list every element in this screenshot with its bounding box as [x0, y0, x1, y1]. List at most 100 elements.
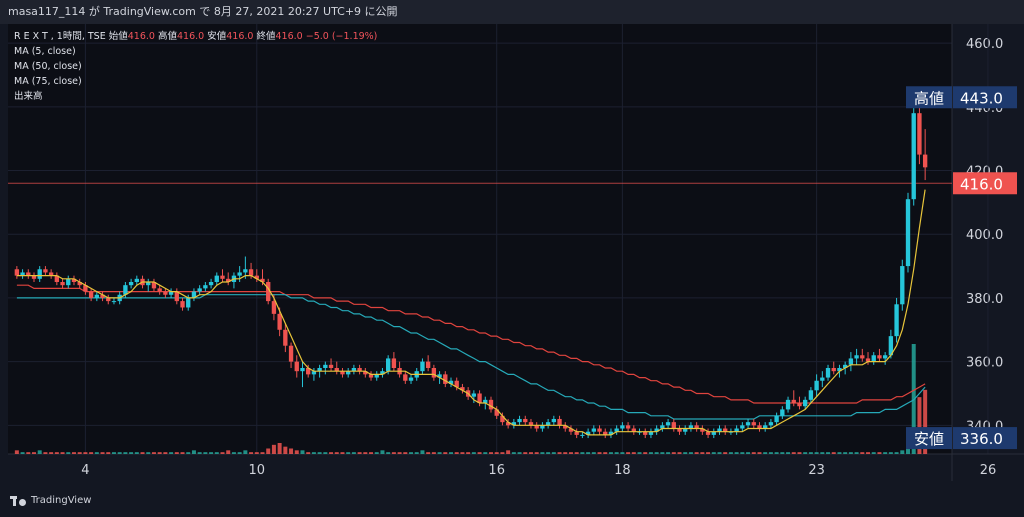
x-tick-label: 10	[249, 463, 266, 478]
volume-bar	[620, 452, 625, 454]
candle-body	[248, 269, 254, 276]
ma5-legend[interactable]: MA (5, close)	[14, 46, 76, 57]
volume-bar	[49, 452, 54, 454]
candle-body	[66, 278, 71, 286]
volume-bar	[740, 452, 745, 454]
price-label-box	[953, 427, 1017, 450]
candle-body	[894, 304, 899, 337]
candle-body	[60, 282, 65, 286]
x-tick-label: 18	[614, 463, 631, 478]
candle-body	[523, 418, 528, 423]
candle-body	[94, 294, 100, 298]
candle-body	[888, 336, 894, 356]
candle-body	[665, 422, 671, 426]
interval-label: , 1時間,	[50, 31, 88, 42]
candle-body	[420, 361, 425, 372]
volume-bar	[243, 450, 248, 454]
volume-bar	[666, 452, 671, 454]
volume-bar	[506, 450, 511, 454]
volume-bar	[231, 452, 236, 454]
candle-body	[403, 374, 408, 381]
candle-body	[191, 291, 197, 298]
candle-body	[123, 285, 128, 295]
volume-bar	[100, 452, 105, 454]
volume-bar	[574, 452, 579, 454]
volume-bar	[517, 452, 522, 454]
candle-body	[791, 399, 796, 404]
volume-bar	[877, 452, 882, 454]
volume-bar	[728, 452, 733, 454]
candle-body	[283, 329, 288, 346]
volume-bar	[391, 452, 396, 454]
volume-bar	[631, 452, 636, 454]
candle-body	[694, 425, 699, 429]
candle-body	[460, 387, 465, 391]
candle-body	[540, 425, 545, 429]
volume-bar	[363, 452, 368, 454]
candle-body	[774, 415, 779, 423]
price-label-tag	[906, 427, 952, 450]
volume-bar	[380, 450, 385, 454]
candle-body	[865, 358, 871, 362]
volume-bar	[711, 452, 716, 454]
ma50-legend[interactable]: MA (50, close)	[14, 61, 82, 72]
publish-info: masa117_114 が TradingView.com で 8月 27, 2…	[8, 5, 398, 18]
volume-bar	[431, 452, 436, 454]
candle-body	[483, 399, 488, 404]
volume-bar	[917, 397, 922, 454]
candle-body	[168, 291, 174, 295]
volume-bar	[157, 452, 162, 454]
volume-bar	[826, 452, 831, 454]
ma50-line	[16, 294, 926, 420]
volume-bar	[528, 452, 533, 454]
candle-body	[368, 374, 374, 378]
close-value: 416.0	[275, 31, 303, 42]
volume-legend[interactable]: 出来高	[14, 91, 43, 102]
price-label-value: 336.0	[960, 430, 1003, 448]
tradingview-logo-icon	[10, 495, 26, 506]
volume-bar	[340, 452, 345, 454]
change-value: −5.0 (−1.19%)	[305, 31, 378, 42]
volume-bar	[866, 452, 871, 454]
volume-bar	[477, 452, 482, 454]
volume-bar	[820, 452, 825, 454]
volume-bar	[123, 452, 128, 454]
volume-bar	[540, 452, 545, 454]
candle-body	[500, 415, 505, 423]
candle-body	[585, 431, 591, 435]
candle-body	[660, 425, 665, 429]
candle-body	[597, 428, 602, 432]
candle-body	[620, 425, 625, 429]
plot-area[interactable]	[8, 24, 952, 454]
volume-bar	[83, 452, 88, 454]
volume-bar	[369, 452, 374, 454]
candle-body	[614, 428, 619, 432]
volume-bar	[180, 452, 185, 454]
candle-body	[111, 301, 117, 303]
volume-bar	[386, 452, 391, 454]
high-label: 高値	[158, 31, 178, 42]
volume-bar	[671, 452, 676, 454]
candle-body	[346, 371, 351, 375]
candle-body	[803, 399, 808, 407]
volume-bar	[191, 450, 196, 454]
candle-body	[488, 399, 494, 410]
volume-bar	[437, 452, 442, 454]
ma75-legend[interactable]: MA (75, close)	[14, 76, 82, 87]
candle-body	[254, 275, 259, 279]
candle-body	[591, 428, 596, 432]
candle-body	[677, 428, 682, 432]
candle-body	[437, 374, 442, 378]
candle-body	[688, 425, 694, 429]
volume-bar	[694, 452, 699, 454]
volume-bar	[626, 452, 631, 454]
candle-body	[877, 355, 882, 359]
candle-body	[271, 301, 277, 314]
candle-body	[574, 431, 579, 435]
candle-body	[214, 275, 219, 282]
candle-body	[545, 422, 551, 426]
volume-bar	[249, 452, 254, 454]
volume-bar	[614, 452, 619, 454]
